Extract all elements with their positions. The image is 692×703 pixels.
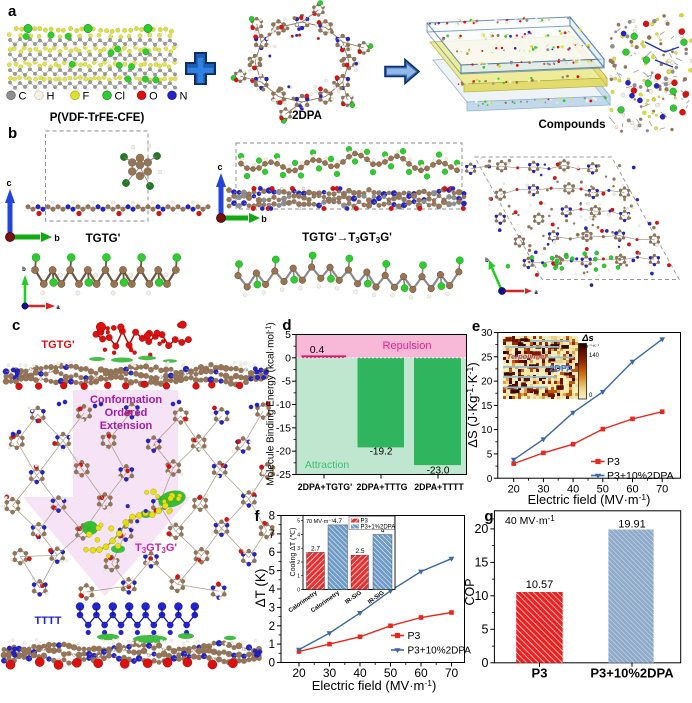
svg-text:2DPA+TTTT: 2DPA+TTTT <box>414 482 464 492</box>
svg-text:-5: -5 <box>282 376 291 388</box>
svg-text:30: 30 <box>481 328 493 339</box>
svg-text:C: C <box>19 91 27 103</box>
svg-text:P3+10%2DPA: P3+10%2DPA <box>607 470 674 482</box>
svg-text:-19.2: -19.2 <box>370 447 393 458</box>
svg-text:2.5: 2.5 <box>355 548 364 555</box>
svg-text:P3+10%2DPA: P3+10%2DPA <box>408 646 472 657</box>
svg-text:b: b <box>261 214 267 224</box>
svg-text:6: 6 <box>269 547 275 559</box>
svg-text:20: 20 <box>508 484 520 496</box>
svg-text:5: 5 <box>269 566 275 578</box>
svg-text:70: 70 <box>445 666 459 680</box>
svg-text:70: 70 <box>656 484 668 496</box>
svg-text:-20: -20 <box>276 446 291 458</box>
svg-text:Repulsion: Repulsion <box>383 340 432 352</box>
svg-text:Extension: Extension <box>100 420 153 432</box>
svg-text:-25: -25 <box>276 469 291 481</box>
svg-text:Electric field (MV·m-1): Electric field (MV·m-1) <box>312 678 437 693</box>
svg-text:P3: P3 <box>408 630 421 642</box>
svg-text:Cl: Cl <box>115 91 125 103</box>
svg-text:e: e <box>472 318 480 335</box>
svg-text:P3: P3 <box>607 456 620 468</box>
svg-text:7: 7 <box>269 529 275 541</box>
svg-text:5: 5 <box>297 519 300 525</box>
svg-text:-10: -10 <box>276 399 291 411</box>
svg-text:25: 25 <box>481 352 493 363</box>
svg-text:15: 15 <box>474 555 488 569</box>
svg-text:Ordered: Ordered <box>105 407 148 419</box>
svg-text:70 MV·m⁻¹: 70 MV·m⁻¹ <box>306 519 333 525</box>
svg-text:ΔS (J·Kg-1·K-1): ΔS (J·Kg-1·K-1) <box>465 362 480 447</box>
svg-text:g: g <box>484 508 493 525</box>
svg-text:10.57: 10.57 <box>526 579 554 591</box>
svg-text:1: 1 <box>269 639 275 651</box>
svg-text:2: 2 <box>297 560 300 566</box>
svg-text:Compounds: Compounds <box>538 119 605 131</box>
svg-text:a: a <box>8 3 17 20</box>
svg-text:TTTT: TTTT <box>35 615 62 627</box>
svg-text:P(VDF-TrFE-CFE): P(VDF-TrFE-CFE) <box>50 112 145 124</box>
svg-text:15: 15 <box>481 401 493 412</box>
svg-text:Molecule Binding Energy (kcal·: Molecule Binding Energy (kcal·mol-1) <box>266 322 277 486</box>
svg-text:2DPA: 2DPA <box>549 364 573 374</box>
svg-text:c: c <box>217 162 222 172</box>
svg-text:5: 5 <box>487 450 493 461</box>
svg-text:0: 0 <box>269 658 275 670</box>
svg-text:P3: P3 <box>532 666 548 681</box>
svg-text:2DPA: 2DPA <box>292 110 322 122</box>
svg-text:5: 5 <box>481 622 488 636</box>
svg-text:2: 2 <box>269 621 275 633</box>
svg-text:F: F <box>83 91 90 103</box>
svg-text:0: 0 <box>285 352 291 364</box>
svg-text:-15: -15 <box>276 422 291 434</box>
svg-text:4: 4 <box>269 584 276 596</box>
svg-text:O: O <box>149 91 158 103</box>
svg-text:TGTG': TGTG' <box>41 339 75 351</box>
svg-text:b: b <box>22 267 26 273</box>
svg-text:4.7: 4.7 <box>333 518 342 525</box>
svg-text:COP: COP <box>463 578 477 605</box>
svg-text:4: 4 <box>297 533 300 539</box>
svg-text:P3+10%2DPA: P3+10%2DPA <box>590 666 674 681</box>
svg-text:b: b <box>8 125 17 142</box>
svg-text:P3+1%2DPA: P3+1%2DPA <box>361 525 396 531</box>
svg-text:Attraction: Attraction <box>305 459 350 471</box>
svg-text:8: 8 <box>269 511 275 523</box>
svg-text:1: 1 <box>297 574 300 580</box>
svg-text:TGTG': TGTG' <box>86 233 121 245</box>
svg-text:J·kg⁻¹·K⁻¹: J·kg⁻¹·K⁻¹ <box>581 343 600 348</box>
svg-text:20: 20 <box>481 377 493 388</box>
svg-text:d: d <box>282 317 291 334</box>
svg-text:H: H <box>47 91 55 103</box>
svg-text:3: 3 <box>297 546 300 552</box>
svg-text:0.4: 0.4 <box>310 344 325 356</box>
svg-text:0: 0 <box>297 588 300 594</box>
svg-text:19.91: 19.91 <box>618 519 646 531</box>
svg-text:Electric field (MV·m-1): Electric field (MV·m-1) <box>528 492 651 507</box>
svg-text:Terpolymer: Terpolymer <box>507 352 549 361</box>
svg-text:c: c <box>6 178 11 188</box>
svg-text:140: 140 <box>589 353 600 359</box>
svg-text:2DPA+TTTG: 2DPA+TTTG <box>357 482 408 492</box>
svg-text:2DPA+TGTG': 2DPA+TGTG' <box>298 482 352 492</box>
svg-text:2.7: 2.7 <box>311 545 320 552</box>
svg-text:20: 20 <box>292 666 306 680</box>
svg-text:T3GT3G': T3GT3G' <box>135 542 177 555</box>
svg-text:N: N <box>180 91 188 103</box>
svg-text:c: c <box>12 317 20 334</box>
svg-text:Conformation: Conformation <box>90 394 162 406</box>
svg-text:Cooling ΔT (℃): Cooling ΔT (℃) <box>290 528 297 577</box>
svg-text:b: b <box>485 258 489 264</box>
svg-text:10: 10 <box>481 425 493 436</box>
svg-text:0: 0 <box>487 474 493 485</box>
svg-text:b: b <box>54 233 60 243</box>
svg-text:3: 3 <box>269 602 275 614</box>
svg-text:0: 0 <box>481 656 488 670</box>
svg-text:ΔT (K): ΔT (K) <box>253 569 268 608</box>
